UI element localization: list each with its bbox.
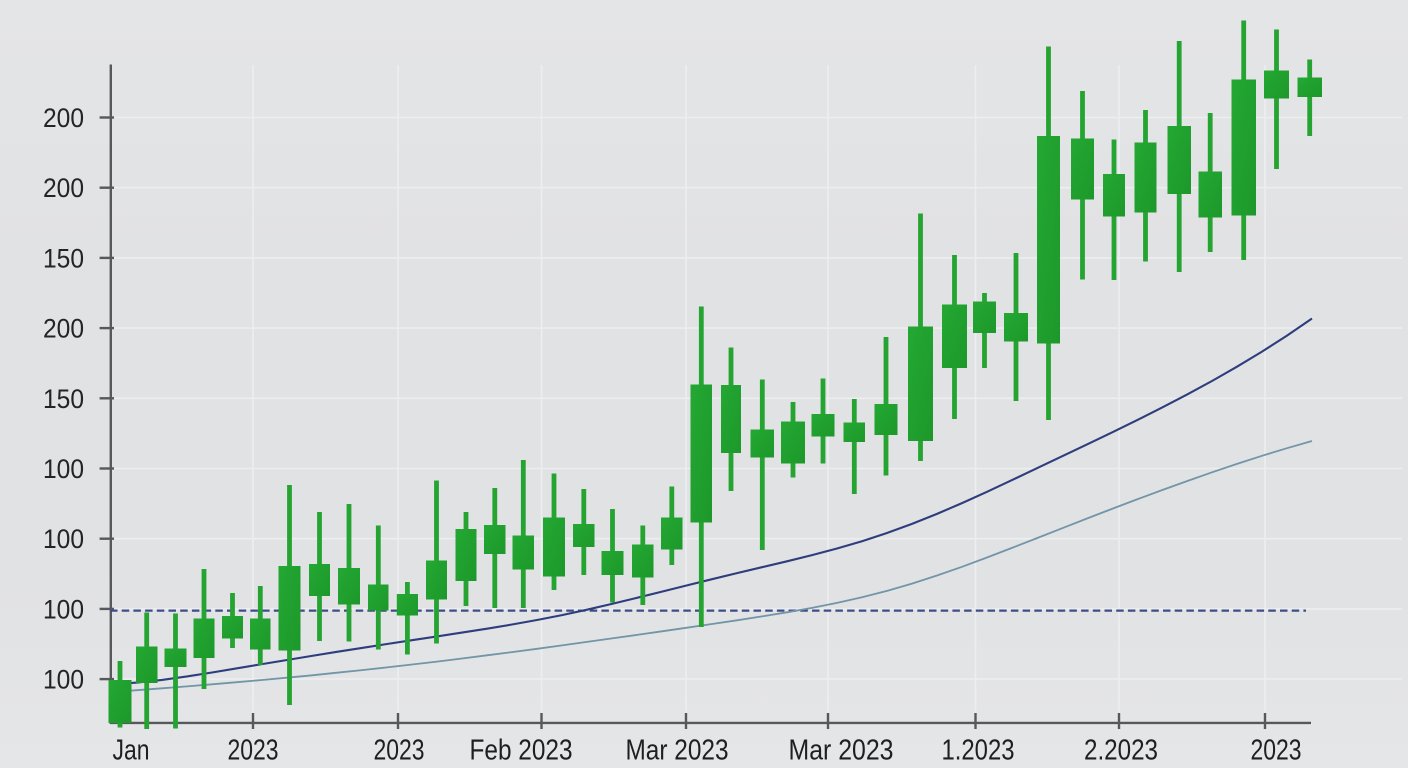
svg-text:100: 100: [43, 665, 84, 695]
svg-text:150: 150: [43, 243, 84, 273]
svg-text:2.2023: 2.2023: [1084, 735, 1158, 767]
svg-text:100: 100: [43, 454, 84, 484]
svg-text:2023: 2023: [228, 735, 279, 767]
svg-text:200: 200: [43, 103, 84, 133]
svg-text:200: 200: [43, 314, 84, 344]
svg-text:150: 150: [43, 384, 84, 414]
svg-text:2023: 2023: [374, 735, 425, 767]
svg-text:100: 100: [43, 524, 84, 554]
svg-text:Mar 2023: Mar 2023: [626, 735, 729, 767]
svg-text:2023: 2023: [1251, 735, 1302, 767]
svg-text:Mar 2023: Mar 2023: [789, 735, 894, 767]
svg-text:Jan: Jan: [113, 735, 150, 767]
svg-text:200: 200: [43, 173, 84, 203]
svg-text:100: 100: [43, 594, 84, 624]
svg-text:Feb 2023: Feb 2023: [470, 735, 573, 767]
svg-text:1.2023: 1.2023: [942, 735, 1015, 767]
